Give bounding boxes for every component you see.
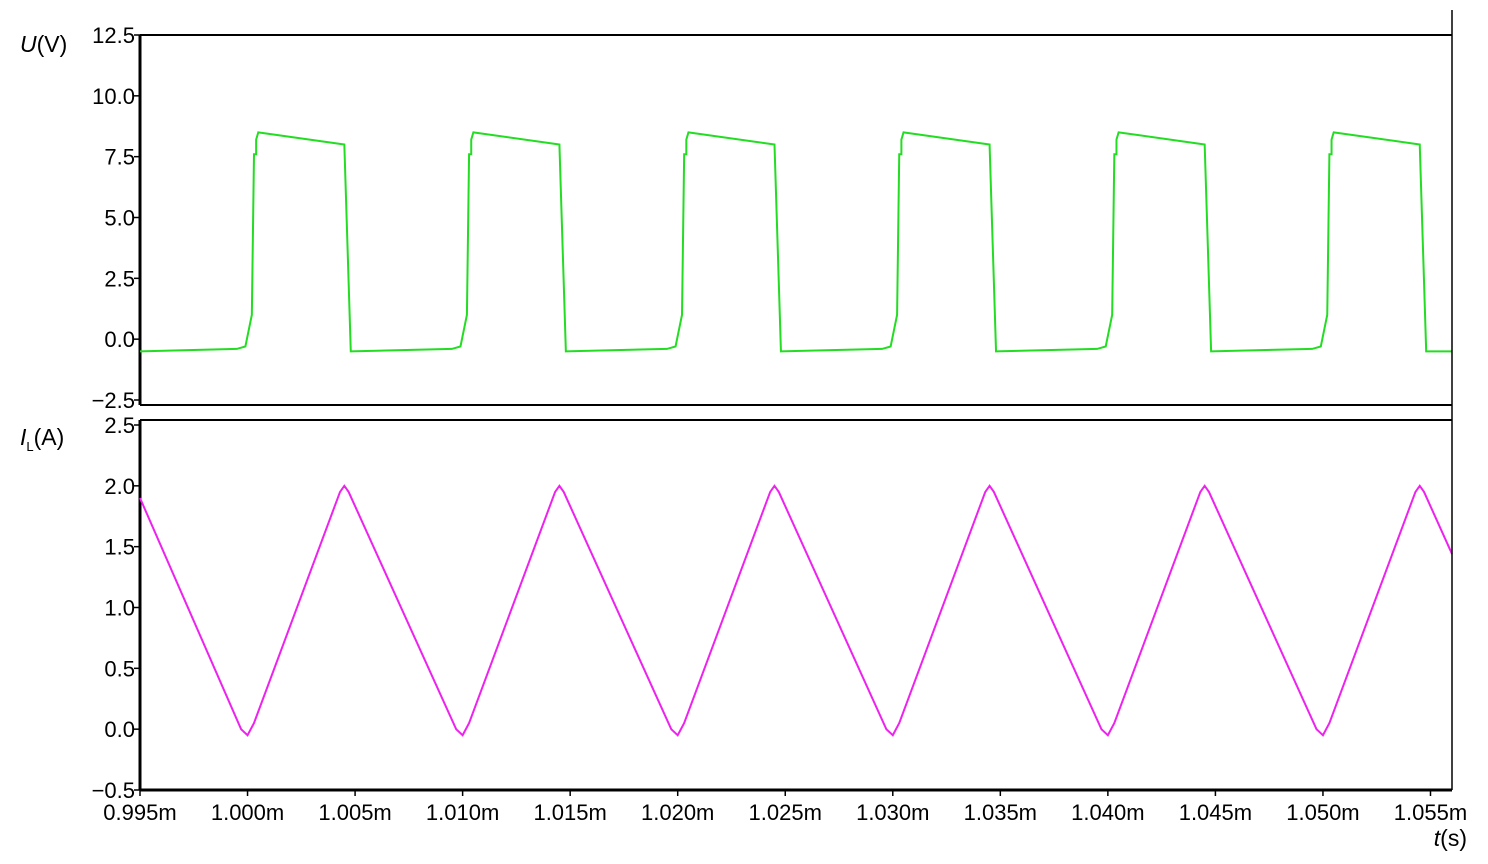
x-tick-label: 1.020m [641,800,714,825]
current-y-ticks: 2.5 2.0 1.5 1.0 0.5 0.0 −0.5 [92,413,140,803]
inductor-current-y-tick-label: 0.5 [104,656,135,681]
x-tick-label: 1.045m [1179,800,1252,825]
x-tick-label: 1.005m [318,800,391,825]
current-panel: IL(A) 2.5 2.0 1.5 1.0 0.5 0.0 −0.5 [20,413,1453,803]
inductor-current-y-tick-label: 1.5 [104,535,135,560]
inductor-current-y-tick-label: 2.5 [104,413,135,438]
x-tick-label: 0.995m [103,800,176,825]
current-series-line [139,484,1453,737]
voltage-y-tick-label: 2.5 [104,266,135,291]
voltage-y-tick-label: 12.5 [92,23,135,48]
x-tick-label: 1.000m [211,800,284,825]
inductor-current-y-tick-label: 2.0 [104,474,135,499]
voltage-y-tick-label: −2.5 [92,388,135,413]
x-axis-ticks: 0.995m 1.000m 1.005m 1.010m 1.015m 1.020m 1.02… [103,790,1467,825]
voltage-panel: U(V) 12.5 10.0 7.5 5.0 2.5 0.0 −2.5 [20,23,1452,413]
x-axis-label: t(s) [1434,825,1467,851]
x-tick-label: 1.030m [856,800,929,825]
inductor-current-y-tick-label: 0.0 [104,717,135,742]
x-tick-label: 1.040m [1071,800,1144,825]
voltage-y-tick-label: 5.0 [104,206,135,231]
inductor-current-y-tick-label: −0.5 [92,778,135,803]
voltage-y-ticks: 12.5 10.0 7.5 5.0 2.5 0.0 −2.5 [92,23,140,413]
x-tick-label: 1.050m [1286,800,1359,825]
voltage-y-tick-label: 7.5 [104,145,135,170]
x-tick-label: 1.010m [426,800,499,825]
x-tick-label: 1.025m [749,800,822,825]
x-tick-label: 1.055m [1394,800,1467,825]
x-tick-label: 1.035m [964,800,1037,825]
inductor-current-y-tick-label: 1.0 [104,596,135,621]
voltage-axis-label: U(V) [20,31,67,57]
voltage-y-tick-label: 10.0 [92,84,135,109]
current-axis-label: IL(A) [20,424,64,454]
voltage-series-line [139,131,1452,353]
x-tick-label: 1.015m [533,800,606,825]
voltage-y-tick-label: 0.0 [104,327,135,352]
